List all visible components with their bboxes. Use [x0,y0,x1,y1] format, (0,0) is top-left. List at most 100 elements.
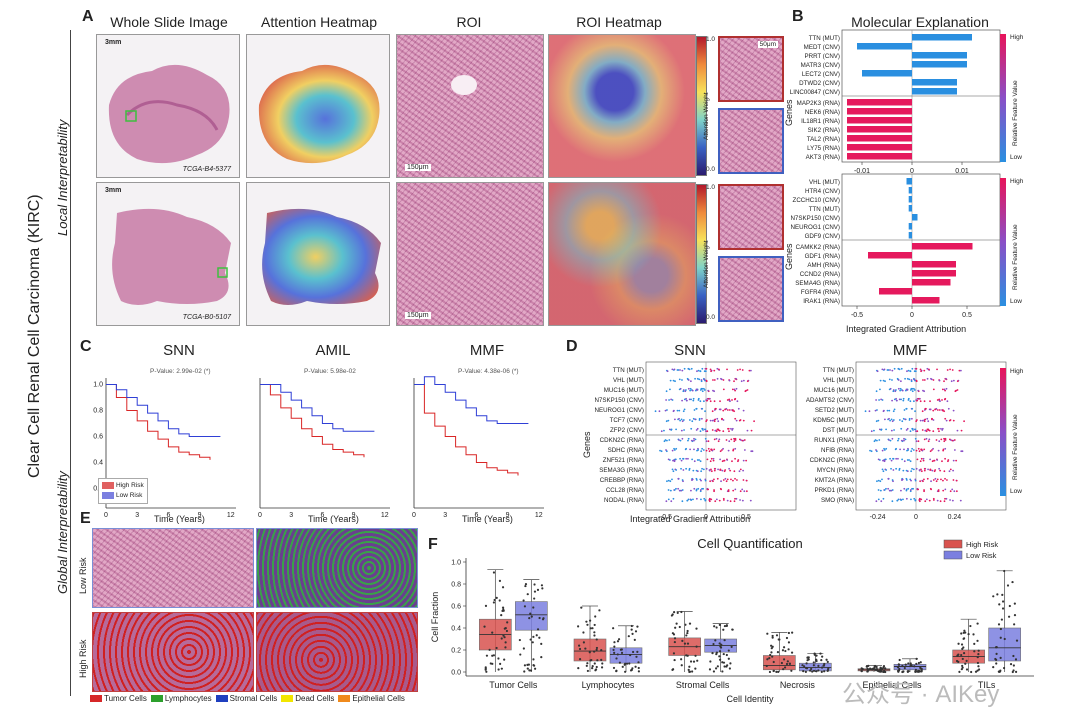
d-snn-dot [727,449,730,452]
d-snn-dot [736,369,739,371]
d-snn-gene-label: NODAL (RNA) [604,497,644,504]
d-snn-tick-label: 0 [704,514,708,521]
boxplot-dot [967,632,970,636]
boxplot-dot [973,650,976,653]
d-snn-dot [742,469,745,472]
d-snn-dot [708,497,711,500]
d-mmf-dot [958,369,961,372]
boxplot-dot [531,641,534,644]
d-snn-dot [705,367,708,370]
d-mmf-dot [897,387,900,390]
d-snn-dot [721,449,723,451]
boxplot-dot [708,668,712,671]
boxplot-ytick-label: 0.2 [451,648,461,655]
boxplot-dot [673,637,677,640]
km-curve-low-risk [260,384,375,432]
d-mmf-dot [909,400,912,403]
d-snn-dot [739,490,742,493]
d-snn-dot [695,497,698,500]
d-mmf-dot [955,479,958,482]
d-mmf-dot [921,429,924,431]
d-snn-dot [719,458,722,461]
d-mmf-dot [891,489,894,491]
d-snn-dot [730,427,732,430]
boxplot-dot [522,599,525,602]
boxplot-dot [620,651,624,655]
d-mmf-dot [926,377,929,380]
d-mmf-dot [938,440,941,443]
d-snn-dot [742,419,745,422]
boxplot-dot [498,579,502,582]
boxplot-dot [536,628,540,631]
boxplot-dot [523,664,527,667]
d-mmf-dot [960,450,963,453]
d-mmf-dot [914,428,917,431]
d-mmf-dot [923,467,926,470]
wsi-case2-tissue-shape [112,208,231,305]
b-top-bar [847,153,912,160]
boxplot-dot [536,588,540,591]
boxplot-dot [586,623,589,626]
km-xtick: 6 [474,512,478,519]
boxplot-dot [533,590,537,593]
boxplot-dot [718,642,721,645]
d-snn-dot [708,450,711,453]
d-snn-dot [739,368,741,371]
d-snn-dot [717,429,720,431]
d-snn-dot [732,479,734,482]
d-mmf-dot [929,400,931,403]
cell-legend-item: Stromal Cells [215,694,277,703]
d-snn-dot [695,407,698,410]
boxplot-dot [723,624,727,628]
colorbar2-max: 1.0 [706,184,716,191]
d-snn-dot [706,458,709,461]
boxplot-dot [995,652,998,655]
boxplot-dot [791,631,794,634]
panel-b-legend-gradient-top [1000,34,1006,162]
d-mmf-dot [881,468,884,471]
d-mmf-dot [892,419,895,421]
colorbar2-min: 0.0 [706,314,716,321]
d-mmf-dot [864,410,867,413]
b-top-tick-label: -0.01 [854,168,870,175]
d-snn-dot [745,490,748,493]
boxplot-box [609,647,643,664]
b-top-tick-label: 0.01 [955,168,969,175]
boxplot-dot [960,632,963,635]
d-mmf-dot [913,389,916,391]
boxplot-dot [904,663,907,666]
b-bottom-tick-label: -0.5 [851,312,863,319]
boxplot-dot [827,667,830,670]
d-snn-dot [690,427,693,430]
boxplot-dot [965,659,968,662]
d-mmf-dot [888,489,891,492]
d-snn-dot [751,450,754,453]
d-mmf-dot [894,448,897,451]
d-snn-dot [667,479,670,482]
d-snn-dot [693,439,695,442]
d-mmf-dot [911,427,914,430]
boxplot-dot [919,661,922,664]
boxplot-dot [688,622,692,625]
boxplot-box [893,664,927,671]
boxplot-dot [977,653,980,656]
d-mmf-dot [889,439,892,442]
d-snn-dot [722,497,725,500]
boxplot-dot [625,662,629,665]
d-snn-dot [726,409,729,411]
boxplot-dot [689,660,693,663]
d-snn-dot [709,400,712,403]
d-mmf-dot [908,417,911,420]
boxplot-dot [977,649,980,652]
wsi-case1-scale: 3mm [105,39,122,46]
d-mmf-dot [923,490,925,493]
d-mmf-dot [920,448,922,451]
km-legend-high: High Risk [102,481,144,491]
d-snn-dot [673,368,676,371]
d-mmf-dot [905,488,908,491]
boxplot-dot [806,656,809,659]
boxplot-dot [593,634,596,637]
boxplot-dot [776,650,780,654]
boxplot-dot [595,638,598,641]
panel-b-legend-gradient-bottom [1000,178,1006,306]
